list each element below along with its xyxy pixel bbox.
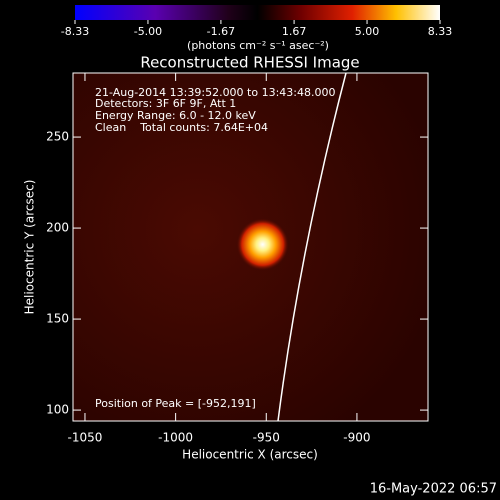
chart-title: Reconstructed RHESSI Image [140,54,359,72]
x-tick-label: -1000 [158,431,193,445]
x-tick-label: -950 [253,431,280,445]
source [236,218,289,271]
y-axis-label: Heliocentric Y (arcsec) [23,180,37,315]
timestamp: 16-May-2022 06:57 [370,482,497,497]
annotation: 21-Aug-2014 13:39:52.000 to 13:43:48.000 [95,86,336,99]
annotation: Clean Total counts: 7.64E+04 [95,121,268,134]
x-tick-label: -900 [343,431,370,445]
colorbar-tick-label: 8.33 [428,25,453,38]
annotation: Energy Range: 6.0 - 12.0 keV [95,109,256,122]
peak-label: Position of Peak = [-952,191] [95,397,256,410]
colorbar-tick-label: -5.00 [134,25,162,38]
colorbar-tick-label: 5.00 [355,25,380,38]
y-tick-label: 100 [46,403,69,417]
y-tick-label: 200 [46,221,69,235]
colorbar-tick-label: 1.67 [282,25,307,38]
annotation: Detectors: 3F 6F 9F, Att 1 [95,97,236,110]
colorbar [75,5,440,20]
y-tick-label: 150 [46,312,69,326]
x-tick-label: -1050 [68,431,103,445]
colorbar-label: (photons cm⁻² s⁻¹ asec⁻²) [187,39,329,52]
colorbar-tick-label: -8.33 [61,25,89,38]
solar-limb [277,72,347,422]
plot-frame [72,72,429,422]
colorbar-tick-label: -1.67 [207,25,235,38]
x-axis-label: Heliocentric X (arcsec) [182,448,318,462]
y-tick-label: 250 [46,130,69,144]
